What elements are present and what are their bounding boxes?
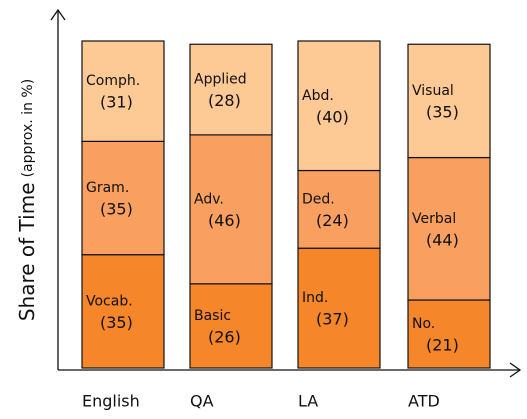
data-label: (21) (426, 336, 459, 355)
segment-label: No. (412, 316, 435, 332)
bar-segment (81, 254, 165, 369)
segment-label: Comph. (86, 73, 140, 89)
segment-label: Verbal (412, 211, 456, 227)
y-axis-title: Share of Time (15, 183, 39, 322)
segment-label: Vocab. (86, 293, 133, 309)
bar-segment (81, 40, 165, 142)
segment-label: Ind. (302, 290, 328, 306)
data-label: (44) (426, 230, 459, 249)
bar-segment (297, 40, 381, 172)
segment-label: Applied (194, 72, 247, 88)
segment-label: Abd. (302, 88, 334, 104)
bar-segment (297, 247, 381, 369)
data-label: (28) (208, 91, 241, 110)
data-label: (46) (208, 211, 241, 230)
data-label: (40) (316, 107, 349, 126)
y-axis-arrow (50, 8, 66, 21)
bar-segment (297, 169, 381, 249)
bar-segment (189, 283, 273, 369)
bar-segment (407, 156, 491, 301)
bar-segment (189, 134, 273, 285)
bar-segment (407, 43, 491, 159)
y-axis-note: (approx. in %) (20, 79, 36, 178)
data-label: (37) (316, 310, 349, 329)
data-label: (31) (100, 93, 133, 112)
bar-segment (189, 43, 273, 136)
segment-label: Visual (412, 83, 454, 99)
data-label: (35) (100, 200, 133, 219)
x-tick-label: QA (190, 392, 214, 411)
x-tick-label: LA (298, 392, 318, 411)
bar-segment (407, 299, 491, 369)
data-label: (24) (316, 211, 349, 230)
data-label: (26) (208, 327, 241, 346)
segment-label: Adv. (194, 191, 224, 207)
segment-label: Ded. (302, 191, 335, 207)
y-axis-label: Share of Time (approx. in %) (15, 79, 39, 321)
x-tick-label: English (82, 392, 140, 411)
segment-label: Gram. (86, 180, 129, 196)
bar-segment (81, 140, 165, 256)
segment-label: Basic (194, 308, 231, 324)
x-tick-label: ATD (408, 392, 440, 411)
data-label: (35) (100, 313, 133, 332)
x-axis-arrow (509, 362, 522, 378)
data-label: (35) (426, 102, 459, 121)
